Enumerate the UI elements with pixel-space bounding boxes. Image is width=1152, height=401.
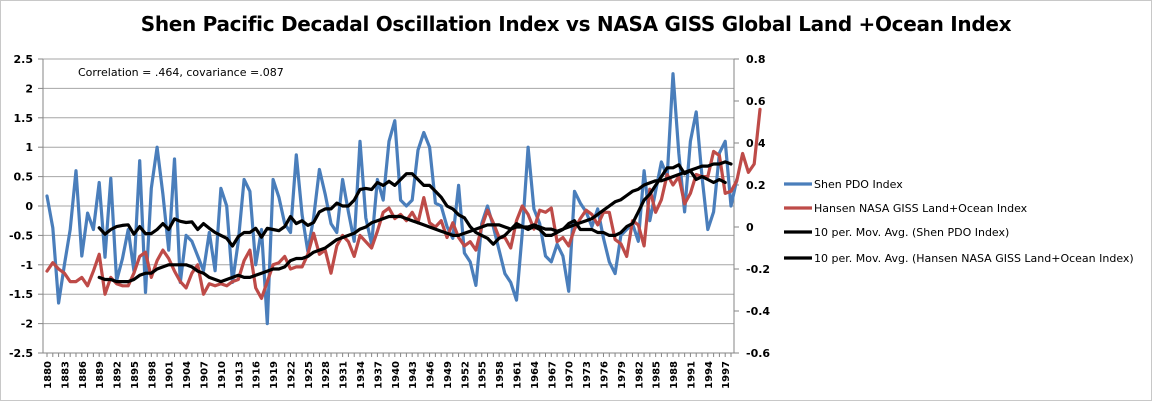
y-left-tick-label: 2.5 [14,53,34,66]
y-right-tick-label: -0.4 [746,305,770,318]
x-tick-label: 1904 [182,361,193,389]
x-tick-label: 1982 [634,361,645,389]
chart-title: Shen Pacific Decadal Oscillation Index v… [140,12,1012,36]
x-tick-label: 1958 [495,361,506,389]
x-tick-label: 1916 [252,361,263,389]
x-tick-label: 1907 [200,361,211,389]
x-tick-label: 1973 [582,361,593,389]
y-left-tick-label: -0.5 [9,229,33,242]
legend-label: 10 per. Mov. Avg. (Shen PDO Index) [814,226,1009,239]
correlation-annotation: Correlation = .464, covariance =.087 [78,66,284,79]
x-tick-label: 1898 [147,361,158,389]
legend-label: 10 per. Mov. Avg. (Hansen NASA GISS Land… [814,252,1134,265]
x-tick-label: 1952 [460,361,471,389]
series-line-2 [97,163,727,248]
x-tick-label: 1901 [165,361,176,389]
x-tick-label: 1925 [304,361,315,389]
y-right-tick-label: -0.2 [746,263,770,276]
x-tick-label: 1886 [78,361,89,389]
y-left-tick-label: -1.5 [9,288,33,301]
legend: Shen PDO Index Hansen NASA GISS Land+Ocea… [784,178,1134,265]
y-left-tick-label: -2.5 [9,347,33,360]
y-left-tick-label: 1 [25,141,33,154]
x-tick-label: 1937 [373,361,384,389]
legend-label: Shen PDO Index [814,178,903,191]
x-tick-label: 1889 [95,361,106,389]
x-tick-label: 1955 [478,361,489,389]
x-tick-label: 1988 [669,361,680,389]
y-left-tick-label: 0 [25,200,33,213]
x-tick-label: 1919 [269,361,280,389]
axes: -2.5 -2 -1.5 -1 -0.5 0 0.5 1 1.5 2 2.5 -0.6 -0.4 -0.2… [9,53,770,389]
x-tick-label: 1931 [339,361,350,389]
x-tick-label: 1979 [617,361,628,389]
x-tick-label: 1883 [60,361,71,389]
y-left-tick-label: -1 [21,259,33,272]
y-right-tick-label: 0 [746,221,754,234]
y-right-tick-label: 0.6 [746,95,766,108]
y-left-tick-label: 1.5 [14,112,34,125]
y-right-tick-label: 0.2 [746,179,766,192]
x-tick-label: 1967 [547,361,558,389]
x-tick-label: 1991 [686,361,697,389]
x-tick-label: 1961 [513,361,524,389]
x-tick-label: 1985 [652,361,663,389]
x-tick-label: 1910 [217,361,228,389]
x-tick-label: 1880 [43,361,54,389]
x-tick-label: 1922 [286,361,297,389]
x-tick-label: 1997 [721,361,732,389]
x-tick-label: 1934 [356,361,367,389]
y-right-tick-label: 0.8 [746,53,766,66]
series-line-3 [97,160,733,284]
y-left-tick-label: -2 [21,318,33,331]
y-left-tick-label: 2 [25,82,33,95]
x-tick-label: 1940 [391,361,402,389]
x-tick-label: 1949 [443,361,454,389]
series-line-0 [45,72,739,326]
x-tick-label: 1928 [321,361,332,389]
x-tick-label: 1976 [599,361,610,389]
series-group [45,72,762,326]
x-tick-label: 1946 [426,361,437,389]
x-tick-label: 1913 [234,361,245,389]
legend-label: Hansen NASA GISS Land+Ocean Index [814,202,1028,215]
x-tick-label: 1964 [530,361,541,389]
x-tick-label: 1892 [113,361,124,389]
y-left-tick-label: 0.5 [14,171,34,184]
x-tick-label: 1970 [565,361,576,389]
x-tick-label: 1895 [130,361,141,389]
x-tick-label: 1943 [408,361,419,389]
gridlines [43,58,734,354]
y-right-tick-label: -0.6 [746,347,770,360]
x-tick-label: 1994 [704,361,715,389]
